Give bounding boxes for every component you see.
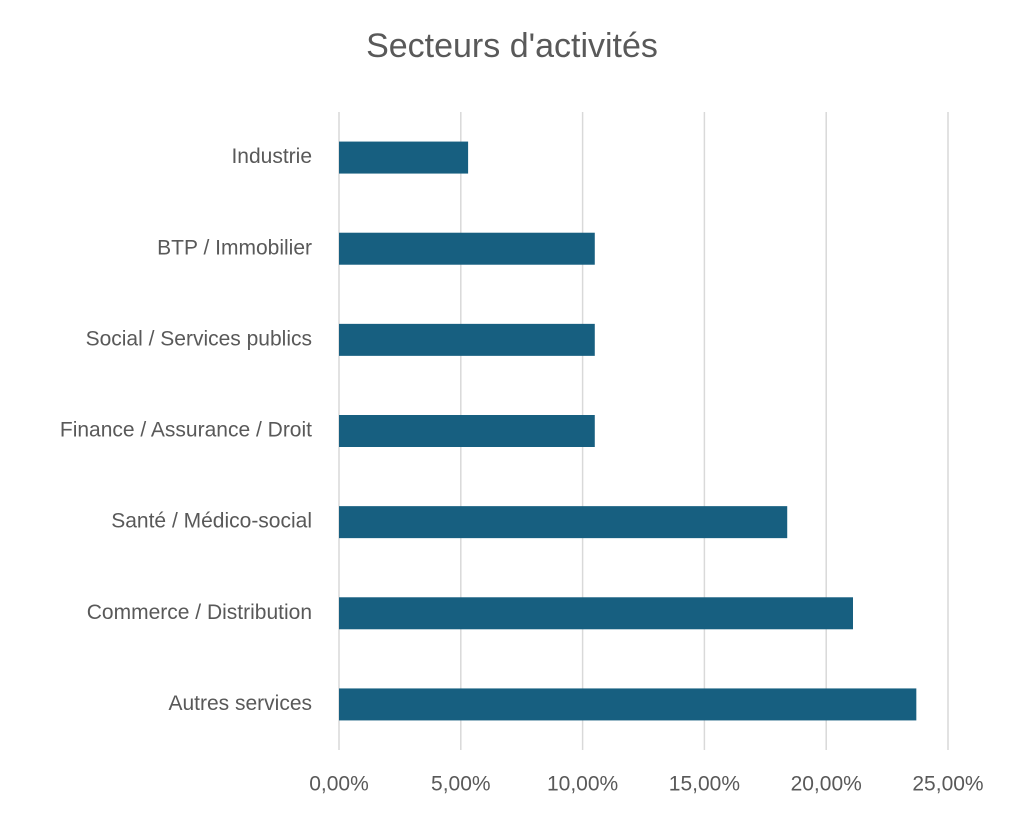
y-tick-label: Commerce / Distribution	[87, 601, 312, 624]
x-tick-label: 20,00%	[791, 773, 862, 796]
y-tick-label: Finance / Assurance / Droit	[60, 419, 312, 442]
y-tick-label: Social / Services publics	[86, 327, 312, 350]
x-tick-label: 0,00%	[309, 773, 369, 796]
bar	[339, 688, 917, 721]
bar	[339, 415, 595, 447]
y-tick-label: BTP / Immobilier	[157, 236, 312, 259]
x-tick-label: 5,00%	[431, 773, 491, 796]
y-tick-label: Santé / Médico-social	[111, 510, 312, 533]
bar	[339, 141, 469, 174]
bar	[339, 506, 788, 539]
bar	[339, 323, 595, 356]
y-tick-label: Autres services	[168, 692, 312, 715]
x-tick-label: 25,00%	[912, 773, 983, 796]
x-tick-label: 15,00%	[669, 773, 740, 796]
y-tick-label: Industrie	[231, 145, 312, 168]
bar	[339, 232, 595, 265]
x-tick-label: 10,00%	[547, 773, 618, 796]
bar	[339, 597, 853, 630]
chart-title: Secteurs d'activités	[366, 27, 658, 65]
